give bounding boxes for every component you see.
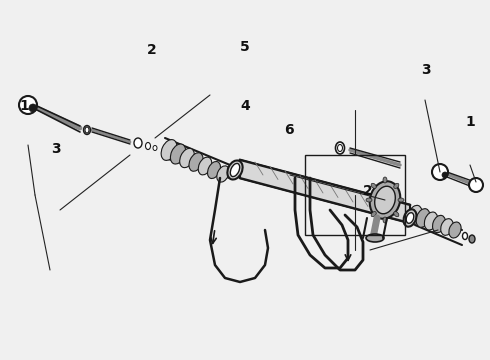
Circle shape [432,164,448,180]
Ellipse shape [198,157,212,175]
Circle shape [29,104,37,112]
Ellipse shape [394,183,399,188]
Ellipse shape [369,181,400,219]
Text: 3: 3 [421,63,431,77]
Text: 3: 3 [51,143,61,156]
Ellipse shape [469,235,475,243]
Ellipse shape [336,142,344,154]
Ellipse shape [180,148,195,168]
Ellipse shape [83,126,91,135]
Ellipse shape [424,212,438,230]
Ellipse shape [161,140,177,161]
Ellipse shape [371,212,376,217]
Circle shape [442,172,448,178]
Ellipse shape [406,213,414,223]
Circle shape [469,178,483,192]
Ellipse shape [371,183,376,188]
Text: 4: 4 [240,99,250,113]
Text: 2: 2 [363,184,372,198]
Ellipse shape [416,209,430,227]
Ellipse shape [217,166,229,182]
Ellipse shape [404,209,416,227]
Ellipse shape [153,145,157,150]
Ellipse shape [383,217,387,223]
Ellipse shape [383,177,387,183]
Ellipse shape [230,163,240,176]
Text: 1: 1 [466,116,475,129]
Ellipse shape [366,198,372,202]
Ellipse shape [134,138,142,148]
Ellipse shape [338,144,343,152]
Ellipse shape [366,234,384,242]
Ellipse shape [189,153,203,171]
Ellipse shape [375,186,395,214]
Polygon shape [240,160,410,223]
Text: 5: 5 [240,40,250,54]
Ellipse shape [449,222,461,238]
Ellipse shape [227,161,243,180]
Ellipse shape [171,144,186,164]
Ellipse shape [85,127,89,133]
Circle shape [19,96,37,114]
Ellipse shape [441,219,453,235]
Ellipse shape [433,215,445,233]
Ellipse shape [398,198,404,202]
Bar [305,155,405,235]
Text: 6: 6 [284,123,294,136]
Text: 2: 2 [147,44,157,57]
Ellipse shape [208,162,220,179]
Ellipse shape [394,212,399,217]
Ellipse shape [146,143,150,149]
Text: 1: 1 [20,99,29,113]
Ellipse shape [408,205,422,225]
Ellipse shape [463,233,467,239]
